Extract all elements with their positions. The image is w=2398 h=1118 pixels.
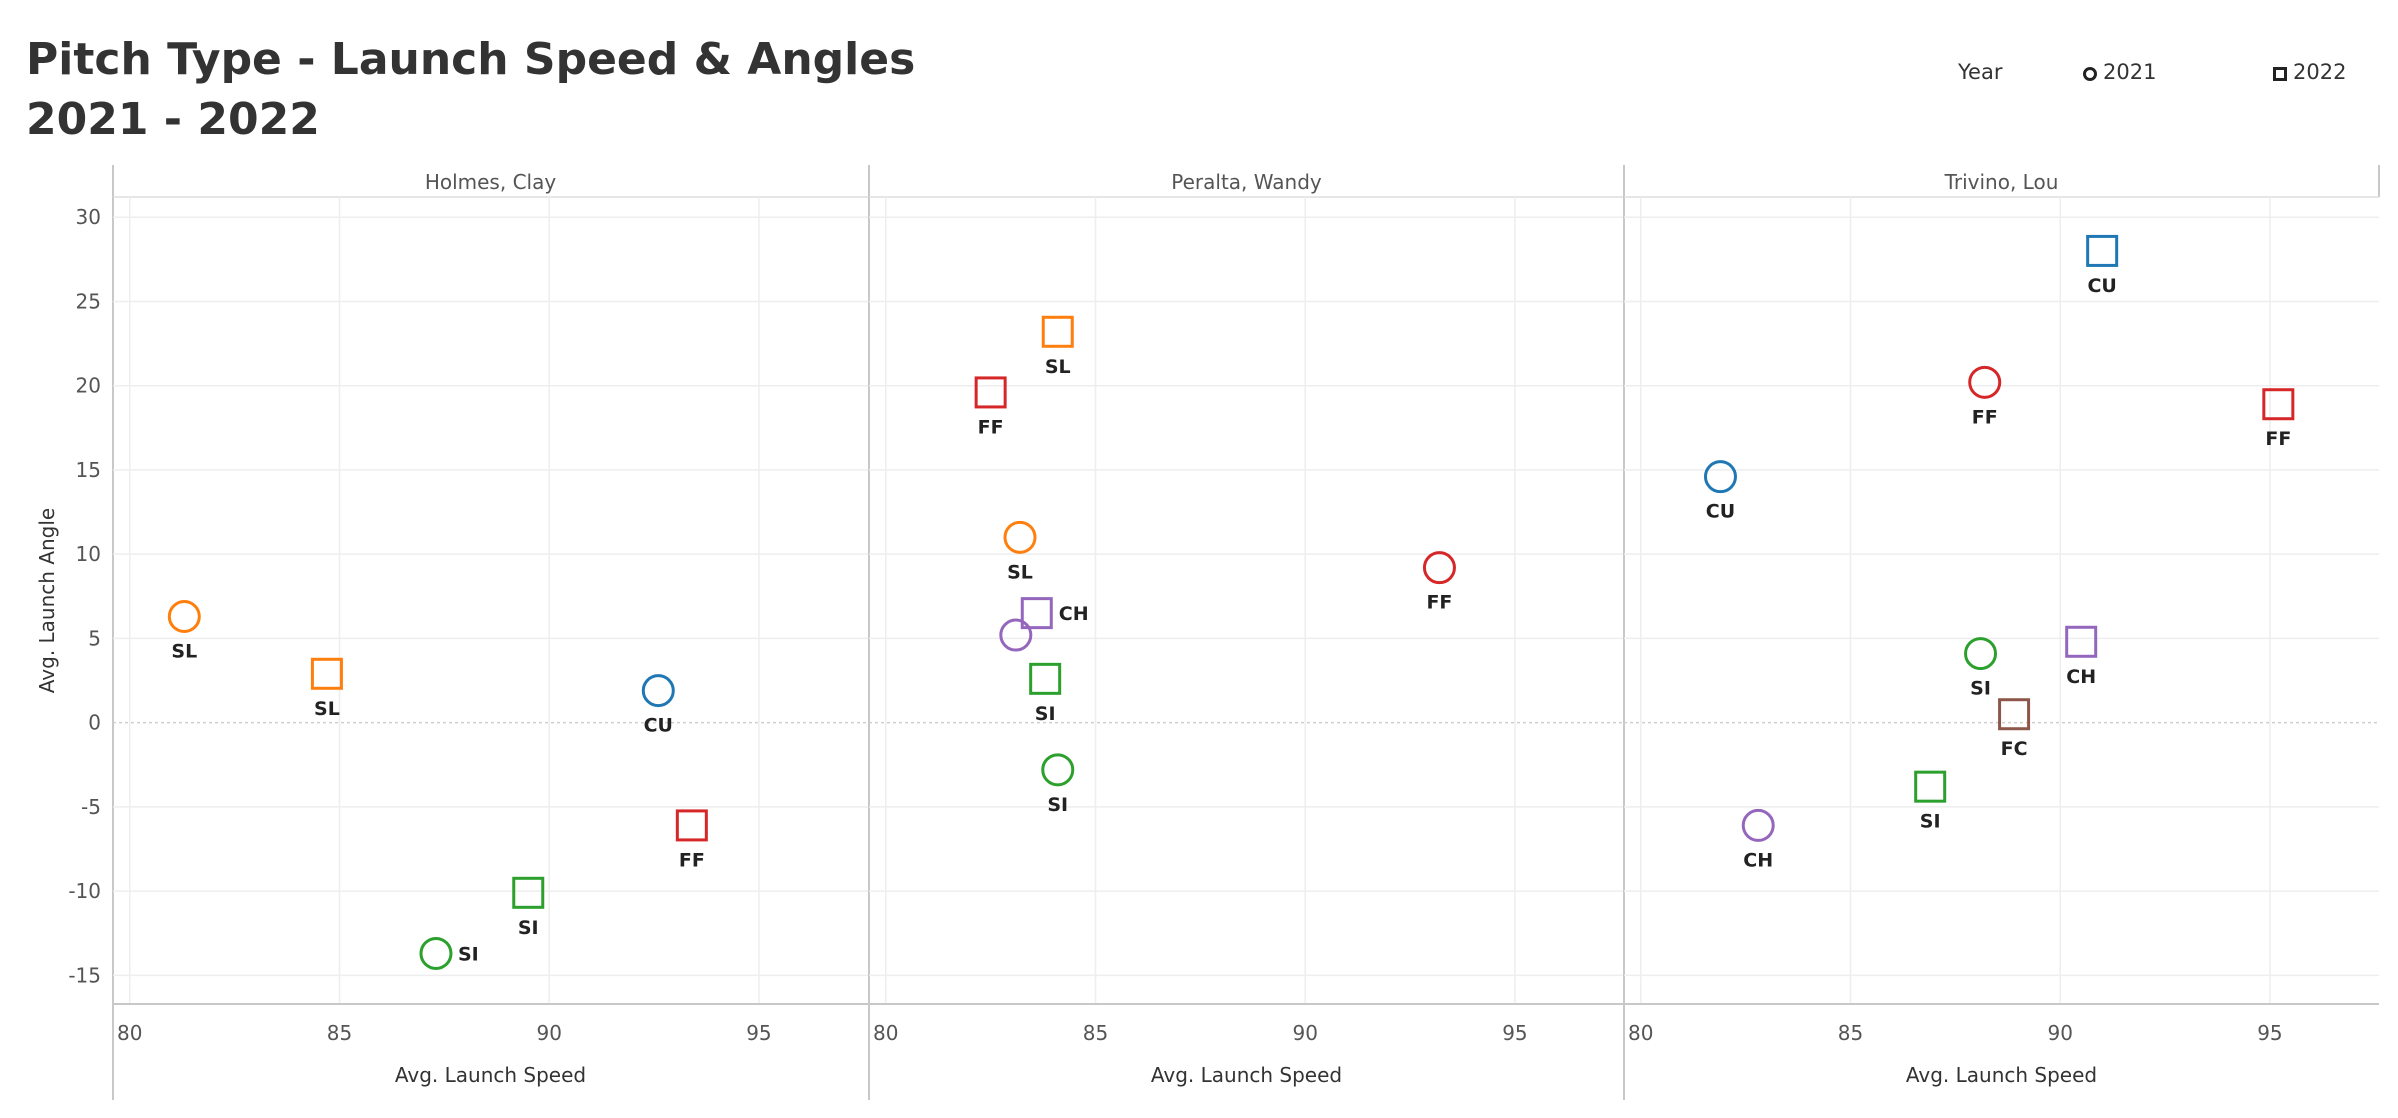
- point-label: SI: [1920, 811, 1941, 833]
- point-circle-CU: [641, 674, 675, 708]
- point-circle-FF: [1968, 365, 2002, 399]
- point-square-SI: [1914, 770, 1947, 803]
- point-label: SI: [1035, 703, 1056, 725]
- x-tick-label: 80: [1628, 1021, 1653, 1045]
- point-square-SL: [1041, 315, 1074, 348]
- y-tick-label: -10: [68, 879, 101, 903]
- legend-label-2021: 2021: [2103, 60, 2157, 84]
- legend-title: Year: [1958, 60, 2003, 84]
- point-label: FC: [2001, 738, 2028, 760]
- y-tick-label: 15: [76, 458, 101, 482]
- point-circle-CH: [999, 618, 1033, 652]
- point-circle-SI: [1964, 637, 1998, 671]
- x-tick-label: 95: [1502, 1021, 1527, 1045]
- panel-1: Peralta, Wandy 80 85 90 95 Avg. Launch Speed S…: [868, 165, 1624, 1100]
- y-tick-label: 0: [88, 711, 101, 735]
- point-square-FF: [2262, 388, 2295, 421]
- x-axis-title: Avg. Launch Speed: [395, 1063, 586, 1087]
- x-tick-label: 85: [1838, 1021, 1863, 1045]
- panel-title: Holmes, Clay: [425, 170, 557, 194]
- point-circle-SL: [167, 600, 201, 634]
- legend-item-2022[interactable]: 2022: [2273, 60, 2346, 84]
- x-tick-label: 80: [873, 1021, 898, 1045]
- point-label: SL: [1045, 356, 1071, 378]
- panel-title: Trivino, Lou: [1944, 170, 2059, 194]
- point-circle-CU: [1703, 460, 1737, 494]
- point-square-FF: [974, 376, 1007, 409]
- point-label: CU: [1706, 501, 1735, 523]
- point-circle-FF: [1422, 551, 1456, 585]
- y-tick-label: 25: [76, 289, 101, 313]
- point-square-FF: [675, 809, 708, 842]
- y-tick-label: -15: [68, 963, 101, 987]
- y-tick-label: 5: [88, 626, 101, 650]
- circle-icon: [2083, 67, 2097, 81]
- point-square-CH: [1020, 597, 1053, 630]
- point-label: CU: [644, 715, 673, 737]
- panel-2: Trivino, Lou 80 85 90 95 Avg. Launch Speed CU F…: [1623, 165, 2380, 1100]
- y-tick-label: 20: [76, 374, 101, 398]
- point-square-SL: [310, 657, 343, 690]
- x-tick-label: 90: [2047, 1021, 2072, 1045]
- legend-label-2022: 2022: [2293, 60, 2347, 84]
- point-label: SI: [518, 917, 539, 939]
- x-axis-title: Avg. Launch Speed: [1906, 1063, 2097, 1087]
- chart-title: Pitch Type - Launch Speed & Angles 2021 …: [26, 30, 915, 150]
- point-circle-SL: [1003, 520, 1037, 554]
- point-square-FC: [1998, 698, 2031, 731]
- point-square-CU: [2086, 234, 2119, 267]
- point-label: SI: [458, 943, 479, 965]
- point-label: SI: [1047, 794, 1068, 816]
- x-tick-label: 95: [2257, 1021, 2282, 1045]
- point-square-SI: [1029, 662, 1062, 695]
- x-axis-title: Avg. Launch Speed: [1151, 1063, 1342, 1087]
- x-tick-label: 85: [1083, 1021, 1108, 1045]
- point-label: SL: [314, 698, 340, 720]
- panel-title: Peralta, Wandy: [1171, 170, 1322, 194]
- x-tick-label: 90: [536, 1021, 561, 1045]
- x-tick-label: 80: [117, 1021, 142, 1045]
- point-label: CH: [1743, 849, 1773, 871]
- point-label: CH: [1059, 603, 1089, 625]
- point-label: FF: [1426, 592, 1452, 614]
- x-tick-label: 95: [746, 1021, 771, 1045]
- point-square-SI: [512, 876, 545, 909]
- chart-title-line1: Pitch Type - Launch Speed & Angles: [26, 34, 916, 85]
- legend-item-2021[interactable]: 2021: [2083, 60, 2156, 84]
- point-circle-SI: [1041, 753, 1075, 787]
- point-circle-SI: [419, 936, 453, 970]
- point-label: SL: [171, 641, 197, 663]
- panel-0: Holmes, Clay 80 85 90 95 Avg. Launch Speed SL S…: [112, 165, 868, 1100]
- point-label: CH: [2066, 666, 2096, 688]
- point-label: CU: [2087, 275, 2116, 297]
- chart-title-line2: 2021 - 2022: [26, 94, 320, 145]
- point-square-CH: [2065, 625, 2098, 658]
- y-tick-label: 10: [76, 542, 101, 566]
- point-label: FF: [2265, 428, 2291, 450]
- x-tick-label: 85: [327, 1021, 352, 1045]
- point-label: FF: [1972, 406, 1998, 428]
- point-circle-CH: [1741, 808, 1775, 842]
- point-label: FF: [679, 849, 705, 871]
- y-tick-label: 30: [76, 205, 101, 229]
- point-label: SL: [1007, 561, 1033, 583]
- x-tick-label: 90: [1292, 1021, 1317, 1045]
- y-tick-label: -5: [81, 795, 101, 819]
- point-label: SI: [1970, 678, 1991, 700]
- point-label: FF: [978, 416, 1004, 438]
- y-axis-title: Avg. Launch Angle: [35, 508, 59, 693]
- square-icon: [2273, 67, 2287, 81]
